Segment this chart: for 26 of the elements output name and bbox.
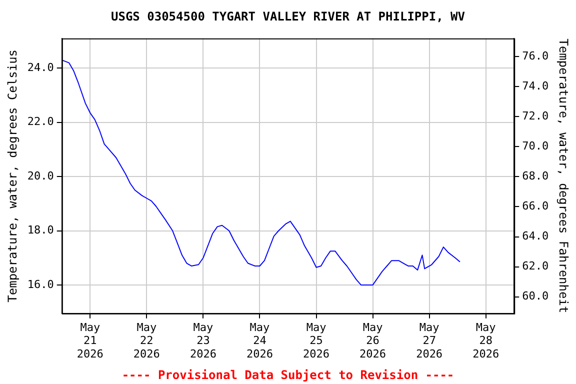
y2-tick-label: 66.0 xyxy=(522,200,549,213)
y-tick-label: 16.0 xyxy=(27,278,54,291)
x-tick-label: May 28 2026 xyxy=(472,320,500,360)
x-tick-label: May 21 2026 xyxy=(76,320,104,360)
y2-axis-title: Temperature, water, degrees Fahrenheit xyxy=(556,38,571,314)
y-tick-label: 22.0 xyxy=(27,115,54,128)
y2-tick-label: 62.0 xyxy=(522,260,549,273)
y2-tick-label: 74.0 xyxy=(522,79,549,92)
y2-tick-label: 70.0 xyxy=(522,139,549,152)
text: ---- Provisional Data Subject to Revision ---- xyxy=(122,368,454,382)
y-axis-title: Temperature, water, degrees Celsius xyxy=(5,49,20,302)
y-tick-label: 24.0 xyxy=(27,61,54,74)
y2-tick-label: 68.0 xyxy=(522,170,549,183)
x-tick-label: May 25 2026 xyxy=(303,320,330,360)
y2-tick-label: 64.0 xyxy=(522,230,549,243)
y2-tick-label: 76.0 xyxy=(522,49,549,62)
x-tick-label: May 22 2026 xyxy=(133,320,160,360)
x-tick-label: May 24 2026 xyxy=(246,320,273,360)
y2-tick-label: 60.0 xyxy=(522,290,549,303)
chart-title: USGS 03054500 TYGART VALLEY RIVER AT PHILIPPI, WV xyxy=(110,9,466,24)
x-tick-label: May 27 2026 xyxy=(416,320,443,360)
y2-tick-label: 72.0 xyxy=(522,109,549,122)
y-tick-label: 18.0 xyxy=(27,224,54,237)
x-tick-label: May 23 2026 xyxy=(190,320,216,360)
y-tick-label: 20.0 xyxy=(27,169,54,182)
x-tick-label: May 26 2026 xyxy=(360,320,386,360)
